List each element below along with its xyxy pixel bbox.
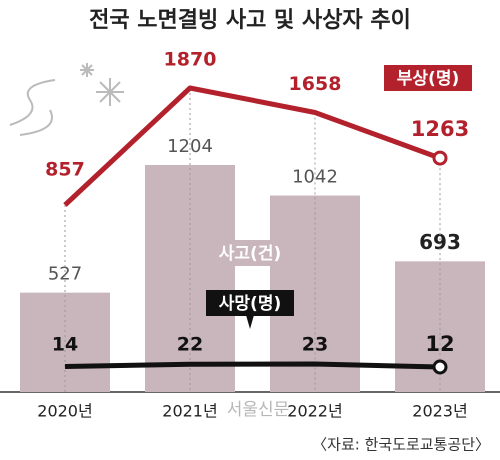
decoration xyxy=(9,63,124,136)
bar-value-label: 527 xyxy=(48,264,82,285)
watermark: 서울신문 xyxy=(227,400,290,420)
bar-value-label: 1204 xyxy=(167,136,213,157)
line-value-label: 14 xyxy=(52,334,78,356)
x-tick-label: 2020년 xyxy=(37,402,92,421)
line-value-label: 23 xyxy=(302,334,328,356)
line-value-label: 857 xyxy=(45,159,85,181)
legend-label: 부상(명) xyxy=(397,69,459,89)
legend-label: 사고(건) xyxy=(219,244,281,264)
legend-box xyxy=(384,65,472,91)
legend-item: 부상(명) xyxy=(384,65,472,91)
point-marker xyxy=(432,150,448,166)
legend-item: 사망(명) xyxy=(206,290,294,329)
chart-title: 전국 노면결빙 사고 및 사상자 추이 xyxy=(89,8,411,33)
legend-box xyxy=(206,290,294,316)
series-line xyxy=(63,85,441,207)
x-tick-label: 2021년 xyxy=(162,402,217,421)
legend-pointer xyxy=(246,315,254,329)
x-tick-label: 2023년 xyxy=(412,402,467,421)
line-value-label: 12 xyxy=(425,332,454,356)
source: 〈자료: 한국도로교통공단〉 xyxy=(312,436,490,454)
x-tick-label: 2022년 xyxy=(287,402,342,421)
line-value-label: 1263 xyxy=(411,117,469,141)
line-value-label: 1658 xyxy=(289,73,342,95)
bar-value-label: 1042 xyxy=(292,167,338,188)
series-line xyxy=(64,361,441,370)
line-value-label: 22 xyxy=(177,334,203,356)
line-value-label: 1870 xyxy=(164,49,217,71)
legend-box xyxy=(206,240,294,266)
legend-item: 사고(건) xyxy=(206,240,294,266)
legend-label: 사망(명) xyxy=(219,294,281,314)
point-marker xyxy=(432,359,448,375)
